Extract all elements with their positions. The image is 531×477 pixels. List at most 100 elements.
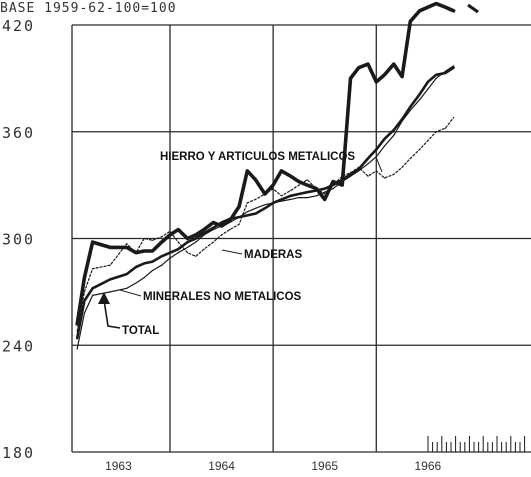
data-point [255,213,257,215]
data-point [109,278,111,280]
series-labels: HIERRO Y ARTICULOS METALICOS MADERAS MINER… [98,3,479,337]
data-point [151,250,154,252]
data-point [375,170,377,172]
data-point [195,255,197,257]
data-point [186,241,189,243]
data-point [367,63,369,65]
data-point [324,191,326,193]
data-point [393,173,395,175]
data-point [427,81,429,83]
data-point [453,65,455,67]
data-point [177,229,179,231]
data-point [298,197,300,199]
series-label: TOTAL [122,325,159,337]
data-point [393,129,395,131]
data-point [83,312,85,314]
data-point [375,81,377,83]
data-point [92,268,94,270]
data-point [126,273,128,275]
data-point [255,198,257,200]
series-overflow-mark [467,3,479,14]
data-point [229,229,231,231]
data-point [298,184,300,186]
data-point [435,131,437,133]
data-point [109,264,111,266]
data-point [246,211,248,213]
data-point [306,179,308,181]
y-tick-label: 240 [2,337,35,355]
data-point [383,177,386,179]
data-point [315,188,318,190]
data-point [324,188,326,190]
data-point [109,291,111,293]
data-point [341,184,343,186]
data-point [212,241,214,243]
data-point [280,198,282,200]
data-point [393,134,395,136]
data-point [238,223,240,225]
data-point [161,236,163,238]
data-point [264,204,266,206]
x-axis-ticks: 1963 1964 1965 1966 [105,459,441,473]
data-point [221,225,223,227]
chart-header: BASE 1959-62-100=100 [0,1,177,16]
data-point [453,10,455,12]
data-point [358,67,360,69]
data-point [367,163,369,165]
data-point [126,287,128,289]
data-point [135,252,137,254]
data-point [203,229,205,231]
data-point [401,118,403,120]
data-point [290,198,292,200]
data-point [92,287,94,289]
data-point [341,175,343,177]
data-point [229,218,231,220]
data-point [324,193,326,195]
data-point [186,246,189,248]
data-point [383,145,386,147]
data-point [324,198,326,200]
data-point [306,197,308,199]
data-point [203,248,205,250]
data-point [401,76,403,78]
label-leader-minerales [119,289,142,297]
minor-ticks [427,436,526,452]
data-point [255,207,257,209]
data-point [83,300,85,302]
data-point [290,189,292,192]
data-point [169,252,171,254]
data-point [76,348,78,350]
x-tick-label: 1963 [105,459,132,473]
data-point [341,179,343,181]
data-point [427,6,429,8]
data-point [306,191,308,193]
data-point [419,10,421,12]
data-point [169,257,171,259]
data-point [221,221,223,224]
data-point [92,294,94,296]
data-point [315,195,318,197]
x-tick-label: 1965 [311,459,338,473]
data-point [419,93,421,95]
x-tick-label: 1966 [415,459,442,473]
data-point [435,3,437,5]
data-point [186,252,189,254]
data-point [280,170,282,172]
data-point [151,261,154,263]
data-point [298,181,300,183]
data-point [375,156,377,158]
data-point [272,188,274,190]
data-point [444,6,446,8]
series-label: HIERRO Y ARTICULOS METALICOS [160,151,355,163]
data-point [383,74,386,76]
data-point [246,170,248,172]
series-line-1 [75,1,456,326]
data-point [290,195,292,197]
data-point [264,207,266,209]
data-point [393,63,395,65]
data-point [246,202,248,204]
label-leader-hierro [375,156,383,173]
data-point [453,67,455,69]
data-point [409,157,411,159]
data-point [83,277,85,279]
